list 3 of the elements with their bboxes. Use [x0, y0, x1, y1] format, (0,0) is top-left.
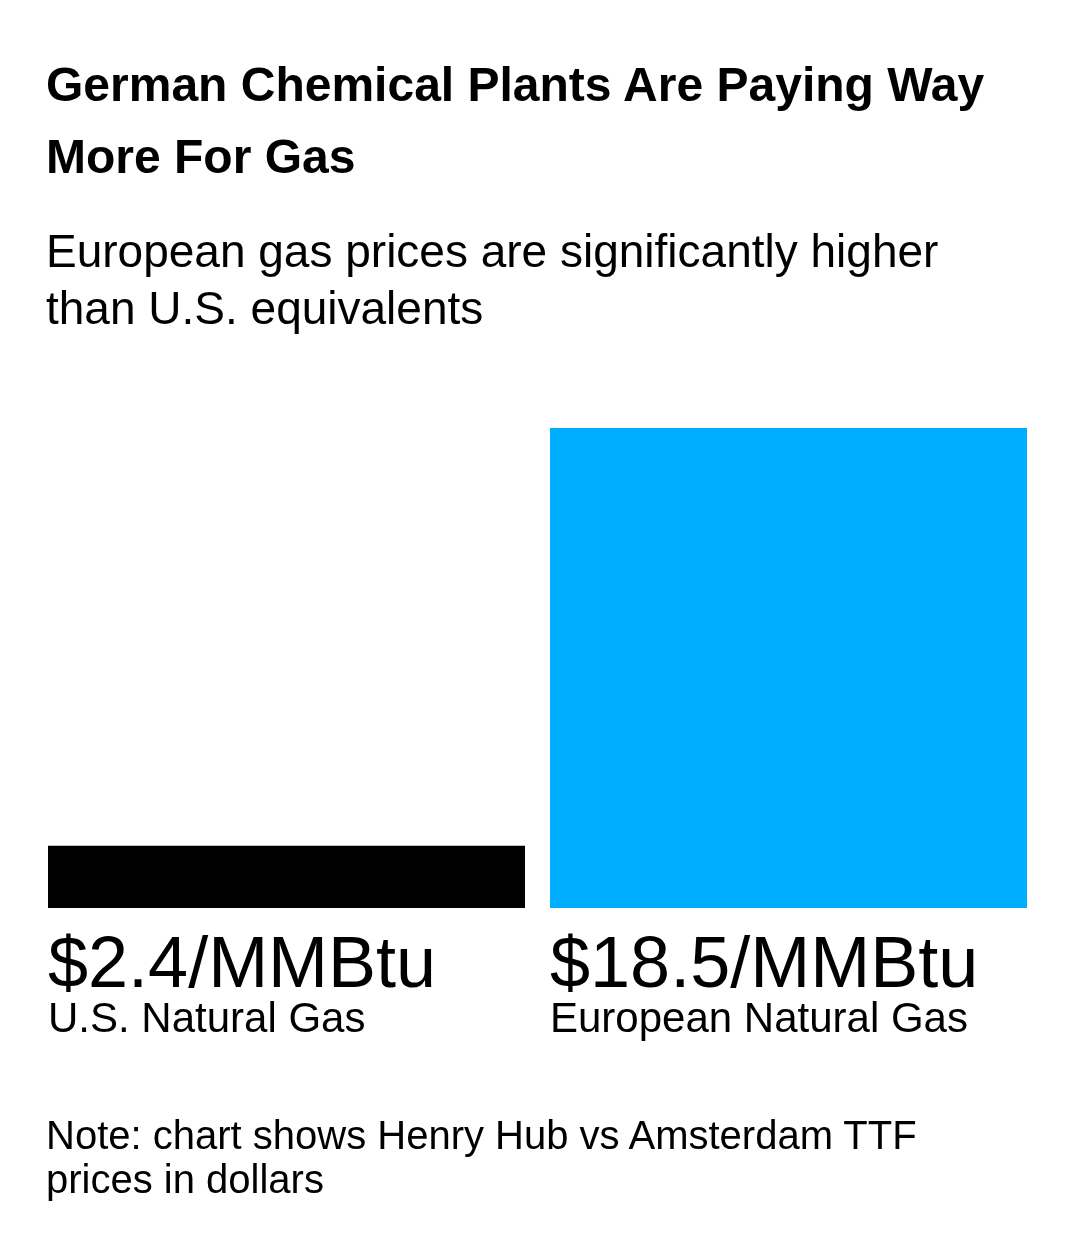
- chart-title: German Chemical Plants Are Paying Way More For Gas: [46, 57, 986, 185]
- chart-subtitle: European gas prices are significantly higher than U.S. equivalents: [46, 224, 940, 336]
- text: Note: chart shows Henry Hub vs Amsterdam TTF prices in dollars: [46, 1113, 918, 1201]
